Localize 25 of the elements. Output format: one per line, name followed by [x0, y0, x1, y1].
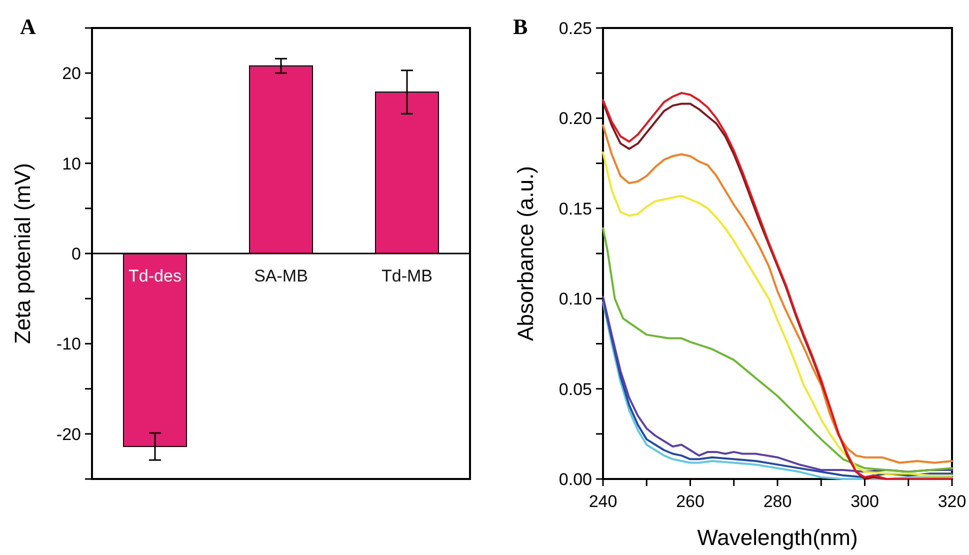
y-tick-label: 10: [62, 154, 81, 174]
x-axis-title: Wavelength(nm): [697, 525, 858, 550]
y-tick-label: 20: [62, 64, 81, 84]
text: B: [513, 14, 528, 39]
x-tick-label: 320: [938, 492, 966, 511]
x-tick-label: 280: [763, 492, 792, 511]
y-tick-label: 0.10: [558, 290, 592, 309]
x-tick-label: Td-des: [128, 266, 182, 286]
y-tick-label: 0.25: [558, 18, 592, 38]
y-axis-title: Absorbance (a.u.): [513, 166, 538, 341]
x-tick-label: 300: [850, 492, 879, 511]
y-tick-label: 0.15: [558, 199, 592, 218]
x-tick-label: 260: [676, 492, 704, 511]
y-tick-label: 0.05: [558, 380, 592, 399]
x-tick-label: Td-MB: [382, 266, 432, 286]
y-axis-title: Zeta potenial (mV): [10, 163, 35, 344]
y-tick-label: 0: [72, 244, 81, 264]
x-tick-label: SA-MB: [254, 266, 308, 286]
x-tick-label: 240: [588, 492, 618, 511]
text: 0.00: [558, 470, 592, 489]
y-tick-label: 0.20: [558, 109, 592, 128]
y-tick-label: -20: [56, 424, 81, 444]
y-tick-label: -10: [56, 334, 81, 354]
line-series: [602, 227, 953, 473]
text: A: [20, 14, 36, 39]
